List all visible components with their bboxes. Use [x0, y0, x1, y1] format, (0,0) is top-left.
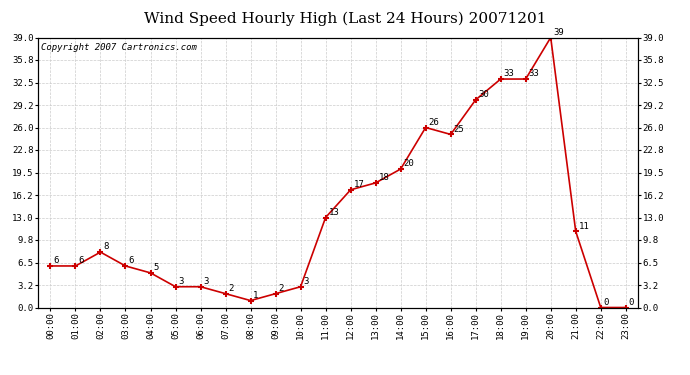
Text: 39: 39 [553, 28, 564, 37]
Text: 2: 2 [228, 284, 234, 293]
Text: 6: 6 [128, 256, 134, 265]
Text: 17: 17 [353, 180, 364, 189]
Text: Copyright 2007 Cartronics.com: Copyright 2007 Cartronics.com [41, 43, 197, 52]
Text: 13: 13 [328, 208, 339, 217]
Text: 8: 8 [104, 242, 108, 251]
Text: Wind Speed Hourly High (Last 24 Hours) 20071201: Wind Speed Hourly High (Last 24 Hours) 2… [144, 11, 546, 26]
Text: 11: 11 [578, 222, 589, 231]
Text: 6: 6 [78, 256, 83, 265]
Text: 2: 2 [278, 284, 284, 293]
Text: 18: 18 [378, 173, 389, 182]
Text: 6: 6 [53, 256, 59, 265]
Text: 5: 5 [153, 263, 159, 272]
Text: 3: 3 [304, 277, 308, 286]
Text: 26: 26 [428, 118, 439, 127]
Text: 0: 0 [629, 298, 634, 307]
Text: 1: 1 [253, 291, 259, 300]
Text: 3: 3 [178, 277, 184, 286]
Text: 25: 25 [453, 124, 464, 134]
Text: 30: 30 [478, 90, 489, 99]
Text: 20: 20 [404, 159, 414, 168]
Text: 0: 0 [604, 298, 609, 307]
Text: 33: 33 [504, 69, 514, 78]
Text: 33: 33 [529, 69, 539, 78]
Text: 3: 3 [204, 277, 208, 286]
